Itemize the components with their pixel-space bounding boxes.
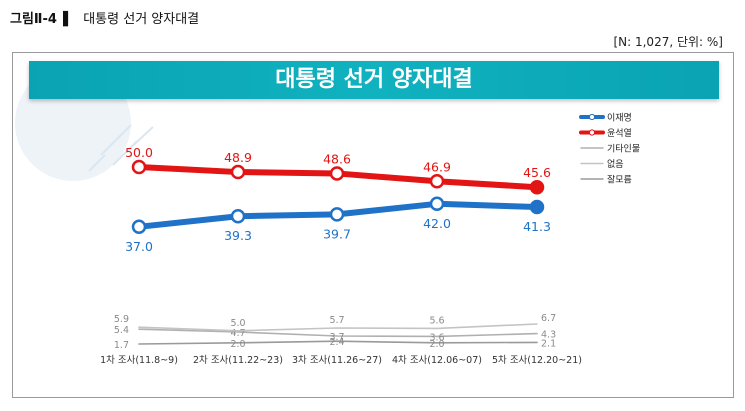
data-point (131, 219, 147, 235)
data-label: 2.0 (230, 339, 245, 350)
legend-label: 잘모름 (607, 174, 632, 186)
data-label: 2.4 (329, 337, 344, 348)
data-label: 50.0 (125, 145, 153, 160)
data-label: 3.6 (429, 332, 444, 343)
decorative-streak (88, 154, 106, 172)
data-label: 45.6 (523, 165, 551, 180)
decorative-streak (100, 124, 132, 156)
data-point (429, 174, 445, 189)
data-label: 3.7 (329, 332, 344, 343)
chart-title: 대통령 선거 양자대결 (275, 67, 473, 92)
data-label: 5.6 (429, 315, 444, 326)
data-label: 4.7 (230, 328, 245, 339)
series-line (138, 323, 538, 332)
decorative-streak (124, 126, 154, 154)
data-label: 41.3 (523, 219, 551, 234)
data-label: 6.7 (541, 313, 556, 324)
legend-label: 기타인물 (607, 144, 640, 155)
data-label: 4.3 (541, 330, 556, 341)
data-label: 2.1 (541, 338, 556, 349)
data-label: 39.3 (224, 228, 252, 243)
data-point (329, 207, 345, 222)
data-label: 5.4 (114, 325, 129, 336)
x-tick-label: 3차 조사(11.26~27) (292, 354, 382, 366)
legend-label: 윤석열 (607, 128, 632, 139)
data-point (230, 164, 246, 180)
data-label: 39.7 (323, 226, 351, 241)
chart-title-banner: 대통령 선거 양자대결 (29, 61, 719, 99)
series-기타인물: 5.4 4.7 3.7 3.6 4.3 (114, 325, 556, 343)
x-tick-label: 5차 조사(12.20~21) (492, 354, 582, 366)
data-label: 48.9 (224, 150, 252, 165)
line-chart: 37.0 39.3 39.7 42.0 41.3 50.0 48.9 48.6 46.9 45.6… (15, 65, 640, 366)
x-tick-label: 1차 조사(11.8~9) (100, 354, 178, 366)
sample-unit-note: [N: 1,027, 단위: %] (613, 35, 723, 49)
data-label: 5.9 (114, 314, 129, 325)
decorative-streaks (88, 124, 154, 172)
series-layer: 37.0 39.3 39.7 42.0 41.3 50.0 48.9 48.6 46.9 45.6… (114, 145, 556, 351)
figure-caption: 그림Ⅱ-4 ▌ 대통령 선거 양자대결 (10, 8, 199, 27)
data-label: 46.9 (423, 159, 451, 174)
figure-title: 대통령 선거 양자대결 (83, 12, 200, 27)
x-axis: 1차 조사(11.8~9) 2차 조사(11.22~23) 3차 조사(11.26~… (100, 354, 582, 366)
series-line (138, 340, 538, 345)
series-이재명: 37.0 39.3 39.7 42.0 41.3 (125, 196, 551, 254)
data-label: 48.6 (323, 151, 351, 166)
legend-marker (588, 113, 596, 121)
data-label: 42.0 (423, 216, 451, 231)
data-point (529, 199, 545, 215)
data-point (329, 166, 345, 181)
data-point (131, 159, 147, 175)
data-label: 37.0 (125, 239, 153, 254)
x-tick-label: 2차 조사(11.22~23) (193, 354, 283, 366)
data-point (429, 196, 445, 212)
data-label: 2.0 (429, 339, 444, 350)
chart-frame: 37.0 39.3 39.7 42.0 41.3 50.0 48.9 48.6 46.9 45.6… (12, 52, 734, 398)
data-point (230, 208, 246, 224)
series-잘모름: 1.7 2.0 2.4 2.0 2.1 (114, 337, 556, 351)
caption-bar-mark: ▌ (63, 12, 74, 27)
series-윤석열: 50.0 48.9 48.6 46.9 45.6 (125, 145, 551, 195)
data-label: 1.7 (114, 340, 129, 351)
data-label: 5.7 (329, 315, 344, 326)
series-없음: 5.9 5.0 5.7 5.6 6.7 (114, 313, 556, 332)
series-line (138, 328, 538, 338)
legend-label: 이재명 (607, 113, 632, 124)
data-point (529, 179, 545, 195)
legend-label: 없음 (607, 159, 624, 170)
legend-marker (588, 129, 596, 136)
x-tick-label: 4차 조사(12.06~07) (392, 354, 482, 366)
figure-number: 그림Ⅱ-4 (10, 12, 57, 27)
data-label: 5.0 (230, 318, 245, 329)
